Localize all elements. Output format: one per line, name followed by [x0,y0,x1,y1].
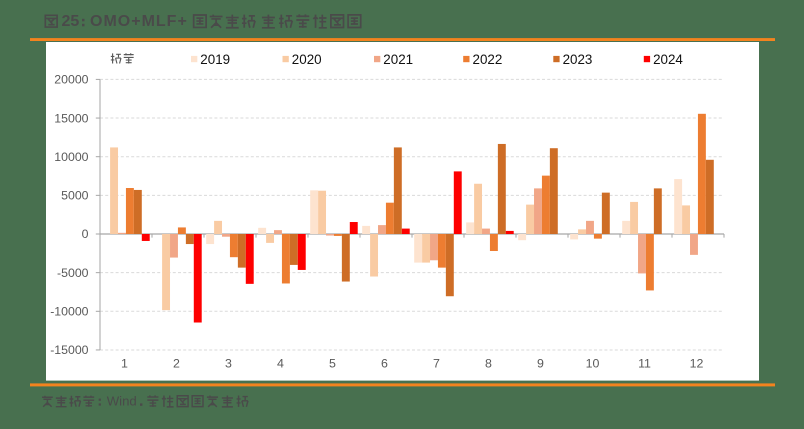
svg-text:20000: 20000 [54,73,88,87]
svg-text:2: 2 [173,357,180,371]
svg-text:5: 5 [329,357,336,371]
svg-text:3: 3 [225,357,232,371]
svg-text:OMO+MLF+: OMO+MLF+ [90,13,188,30]
svg-text:2023: 2023 [563,52,593,67]
svg-text:-10000: -10000 [50,305,88,319]
svg-text:2021: 2021 [383,52,413,67]
svg-text:2019: 2019 [200,52,230,67]
svg-text:7: 7 [433,357,440,371]
svg-text:10000: 10000 [54,150,88,164]
svg-text:2020: 2020 [292,52,322,67]
svg-text:1: 1 [121,357,128,371]
svg-text:-5000: -5000 [57,266,89,280]
svg-text:6: 6 [381,357,388,371]
svg-text:2024: 2024 [653,52,683,67]
svg-text:25: 25 [62,13,80,30]
svg-text:12: 12 [690,357,704,371]
svg-text:5000: 5000 [61,189,89,203]
svg-text:10: 10 [586,357,600,371]
svg-text:15000: 15000 [54,111,88,125]
svg-text:-15000: -15000 [50,343,88,357]
svg-text:4: 4 [277,357,284,371]
svg-text:Wind: Wind [107,394,137,409]
svg-text:8: 8 [485,357,492,371]
svg-text:2022: 2022 [473,52,503,67]
svg-text:11: 11 [638,357,651,371]
svg-text:0: 0 [82,227,89,241]
svg-text:9: 9 [537,357,544,371]
